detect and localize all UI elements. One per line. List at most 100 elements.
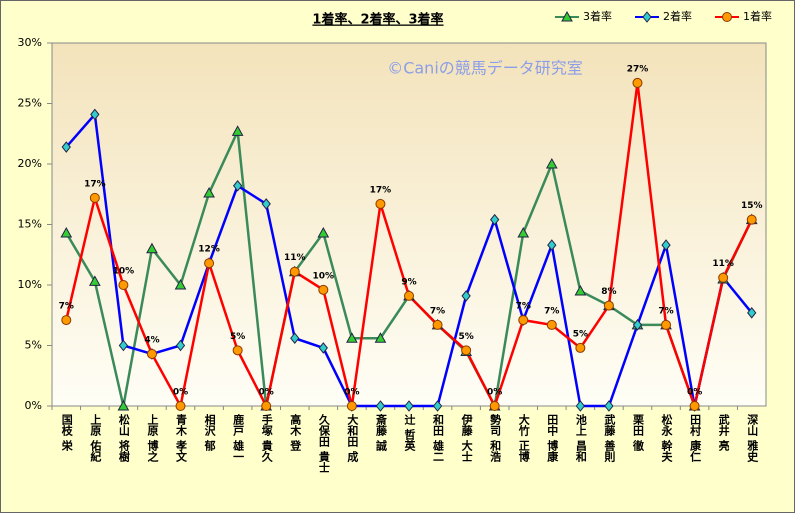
marker	[574, 285, 587, 296]
x-tick-label: 栗田 徹	[631, 414, 645, 452]
marker	[232, 345, 243, 356]
data-label: 27%	[627, 64, 649, 74]
data-label: 7%	[59, 302, 74, 312]
plot-area	[51, 42, 767, 407]
marker	[175, 401, 186, 411]
x-tick-label: 高木 登	[289, 413, 303, 451]
x-tick-label: 和田 雄二	[432, 413, 446, 462]
marker	[547, 239, 557, 251]
marker	[604, 400, 614, 412]
marker	[661, 239, 671, 251]
marker	[90, 108, 100, 121]
x-tick-label: 深山 雅史	[746, 413, 759, 463]
marker	[545, 157, 558, 169]
marker	[146, 242, 158, 254]
marker	[461, 290, 471, 302]
x-tick-label: 田村 康仁	[689, 414, 702, 463]
y-tick-label: 20%	[18, 157, 42, 170]
marker	[461, 345, 472, 356]
marker	[261, 198, 271, 210]
legend-label: 1着率	[743, 9, 772, 23]
marker	[375, 198, 386, 209]
marker	[432, 400, 443, 412]
y-tick-label: 30%	[18, 36, 42, 49]
marker	[661, 319, 672, 330]
marker	[404, 290, 414, 301]
marker	[318, 284, 329, 295]
watermark: ©Caniの競馬データ研究室	[387, 59, 583, 78]
data-label: 12%	[198, 245, 220, 255]
legend-label: 3着率	[583, 9, 612, 23]
data-label: 4%	[144, 335, 159, 345]
marker	[603, 300, 614, 311]
marker	[146, 348, 157, 359]
marker	[575, 342, 586, 353]
x-tick-label: 青木 孝文	[175, 413, 189, 463]
marker	[490, 213, 500, 226]
data-label: 0%	[259, 388, 274, 398]
marker	[404, 400, 414, 412]
marker	[317, 226, 330, 238]
data-label: 5%	[230, 332, 245, 342]
legend-label: 2着率	[663, 9, 692, 23]
data-label: 0%	[487, 388, 502, 398]
marker	[432, 319, 443, 330]
marker	[261, 401, 272, 411]
x-tick-label: 国枝 栄	[60, 414, 74, 452]
data-label: 10%	[113, 267, 135, 277]
x-tick-label: 大竹 正博	[517, 413, 531, 463]
x-tick-label: 勢司 和浩	[489, 413, 502, 463]
x-tick-label: 田中 博康	[546, 414, 559, 463]
marker	[61, 315, 72, 326]
data-label: 15%	[741, 201, 763, 211]
marker	[318, 342, 328, 354]
legend-marker	[642, 11, 652, 23]
data-label: 0%	[344, 388, 359, 398]
marker	[175, 339, 186, 352]
marker	[60, 226, 73, 238]
marker	[61, 141, 71, 153]
x-tick-label: 伊藤 大士	[460, 413, 474, 462]
x-tick-label: 上原 博之	[146, 413, 159, 463]
x-tick-label: 武藤 善則	[603, 413, 617, 463]
marker	[746, 214, 757, 225]
marker	[203, 187, 215, 198]
marker	[231, 125, 244, 136]
marker	[575, 400, 586, 412]
data-label: 17%	[84, 179, 106, 189]
marker	[204, 258, 215, 269]
y-tick-label: 10%	[18, 278, 42, 291]
x-tick-label: 辻 哲英	[403, 413, 417, 452]
x-tick-label: 鹿戸 雄一	[232, 413, 246, 462]
data-label: 5%	[458, 332, 473, 342]
x-tick-label: 斎藤 誠	[374, 413, 387, 452]
marker	[88, 275, 101, 286]
marker	[718, 272, 729, 283]
marker	[174, 278, 187, 290]
legend-marker	[722, 12, 732, 22]
data-label: 7%	[430, 306, 445, 316]
marker	[346, 401, 357, 411]
marker	[518, 315, 529, 326]
marker	[117, 399, 130, 411]
marker	[747, 307, 757, 319]
data-label: 7%	[516, 302, 531, 312]
x-tick-label: 松山 将樹	[117, 413, 130, 463]
marker	[375, 400, 386, 412]
x-tick-label: 松永 幹夫	[660, 413, 674, 463]
marker	[546, 319, 557, 330]
marker	[290, 332, 300, 345]
data-label: 5%	[573, 329, 588, 339]
data-label: 8%	[601, 287, 616, 297]
data-label: 0%	[687, 388, 702, 398]
x-tick-label: 相沢 郁	[203, 413, 217, 452]
marker	[89, 192, 100, 203]
x-tick-label: 武井 亮	[717, 413, 730, 452]
marker	[118, 339, 129, 352]
y-tick-label: 0%	[25, 399, 42, 412]
x-tick-label: 手塚 貴久	[260, 413, 273, 463]
marker	[517, 226, 530, 238]
x-tick-label: 上原 佑紀	[89, 413, 103, 463]
marker	[118, 280, 129, 290]
